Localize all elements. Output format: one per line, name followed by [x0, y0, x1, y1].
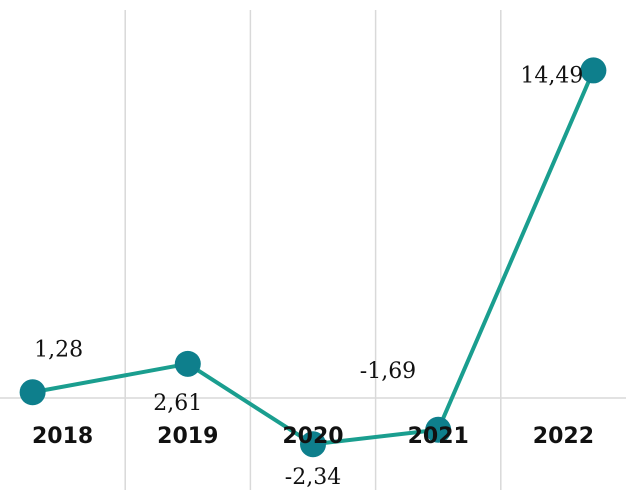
data-labels: 1,28 2,61 -2,34 -1,69 14,49: [34, 63, 583, 490]
data-point-2020: [300, 431, 326, 458]
x-tick-label: 2022: [533, 424, 594, 449]
data-point-2019: [174, 350, 201, 377]
data-point-2021: [425, 416, 452, 443]
x-tick-label: 2020: [282, 424, 343, 449]
data-label-2018: 1,28: [34, 337, 83, 362]
data-label-2020: -2,34: [285, 465, 341, 490]
data-label-2022: 14,49: [520, 63, 583, 88]
data-label-2021: -1,69: [360, 359, 416, 384]
data-point-2018: [19, 379, 46, 406]
series-line: [30, 68, 596, 447]
data-label-2019: 2,61: [153, 391, 202, 416]
x-tick-label: 2018: [32, 424, 93, 449]
series: [30, 68, 596, 447]
data-point-2022: [580, 57, 607, 84]
x-tick-label: 2019: [157, 424, 218, 449]
grid: [0, 10, 626, 490]
x-axis-ticks: 2018 2019 2020 2021 2022: [32, 424, 594, 449]
markers: [19, 57, 607, 458]
x-tick-label: 2021: [408, 424, 469, 449]
